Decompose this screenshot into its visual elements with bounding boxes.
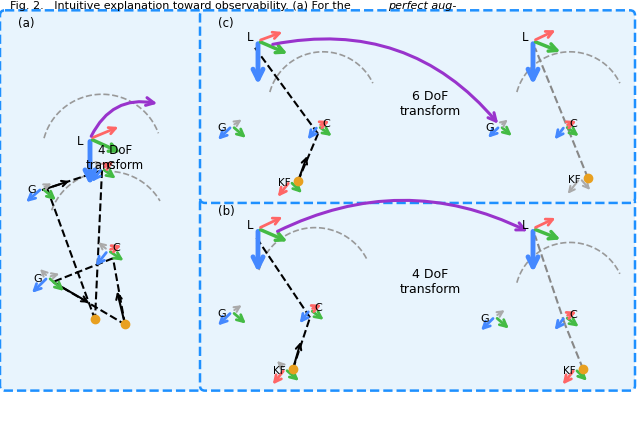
Text: C: C — [112, 243, 120, 253]
Text: L: L — [247, 32, 253, 44]
Text: G: G — [218, 123, 227, 133]
Text: (c): (c) — [218, 17, 234, 30]
Text: 6 DoF
transform: 6 DoF transform — [399, 90, 461, 118]
Text: G: G — [218, 308, 227, 319]
FancyBboxPatch shape — [200, 10, 635, 203]
FancyBboxPatch shape — [200, 198, 635, 391]
Text: (a): (a) — [18, 17, 35, 30]
Text: 4 DoF
transform: 4 DoF transform — [399, 268, 461, 296]
Text: KF: KF — [278, 178, 291, 188]
Text: L: L — [247, 219, 253, 232]
Text: C: C — [569, 119, 577, 129]
Text: L: L — [522, 32, 528, 44]
Text: G: G — [34, 274, 42, 284]
FancyBboxPatch shape — [0, 10, 205, 391]
Text: KF: KF — [563, 366, 575, 376]
Text: G: G — [486, 123, 494, 133]
Text: C: C — [106, 161, 114, 172]
Text: C: C — [314, 303, 322, 313]
Text: 4 DoF
transform: 4 DoF transform — [86, 144, 144, 172]
Text: (b): (b) — [218, 205, 235, 218]
Text: C: C — [322, 119, 330, 129]
Text: L: L — [77, 135, 83, 148]
Text: G: G — [481, 314, 490, 323]
Text: C: C — [569, 310, 577, 319]
Text: G: G — [28, 185, 36, 195]
Text: perfect aug-: perfect aug- — [388, 1, 456, 11]
Text: L: L — [522, 219, 528, 232]
Text: KF: KF — [273, 366, 285, 376]
Text: KF: KF — [568, 175, 580, 185]
Text: Fig. 2.   Intuitive explanation toward observability. (a) For the: Fig. 2. Intuitive explanation toward obs… — [10, 1, 355, 11]
